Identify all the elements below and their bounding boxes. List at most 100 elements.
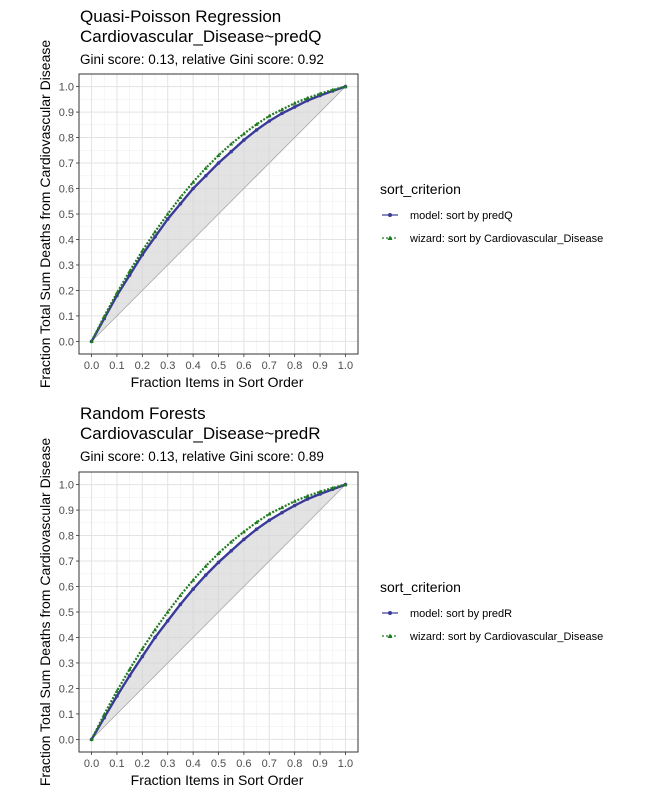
y-tick-label: 0.9 — [59, 505, 74, 517]
x-tick-label: 0.1 — [109, 360, 124, 372]
plot-area: 0.0 0.1 0.2 0.3 0.4 0.5 0.6 0.7 0.8 0.9 1.0 0.0 0.1 0… — [59, 73, 359, 372]
data-point — [114, 688, 119, 693]
x-tick-label: 0.0 — [84, 360, 99, 372]
legend-label-model: model: sort by predQ — [410, 210, 513, 222]
y-tick-label: 0.9 — [59, 107, 74, 119]
legend-label-wizard: wizard: sort by Cardiovascular_Disease — [409, 233, 603, 245]
data-point — [178, 602, 183, 607]
y-tick-label: 0.3 — [59, 658, 74, 670]
data-point — [318, 489, 323, 494]
legend-label-model: model: sort by predR — [410, 608, 512, 620]
chart-title-formula: Cardiovascular_Disease~predR — [80, 424, 320, 443]
x-tick-label: 0.8 — [287, 360, 302, 372]
data-point — [241, 529, 246, 534]
x-tick-label: 1.0 — [338, 360, 353, 372]
y-tick-label: 1.0 — [59, 480, 74, 492]
wizard-series-line — [90, 85, 346, 342]
y-tick-label: 0.6 — [59, 184, 74, 196]
data-point — [115, 694, 119, 698]
y-tick-label: 0.0 — [59, 336, 74, 348]
data-point — [267, 518, 272, 523]
data-point — [153, 635, 157, 640]
data-point — [229, 539, 234, 544]
data-point — [292, 105, 297, 109]
data-point — [292, 498, 297, 503]
x-tick-label: 0.3 — [160, 360, 175, 372]
plot-border — [78, 471, 359, 753]
y-tick-label: 1.0 — [59, 82, 74, 94]
chart-title: Random Forests — [80, 404, 206, 423]
x-tick-label: 0.4 — [185, 360, 200, 372]
data-point — [267, 511, 272, 516]
y-tick-label: 0.7 — [59, 158, 74, 170]
data-point — [140, 248, 145, 253]
x-tick-label: 0.9 — [312, 360, 327, 372]
diagonal-reference-line — [91, 484, 346, 740]
y-tick-label: 0.4 — [59, 632, 74, 644]
data-point — [229, 549, 233, 553]
y-tick-label: 0.2 — [59, 285, 74, 297]
data-point — [127, 273, 132, 277]
chart-panel-random-forests: Random Forests Cardiovascular_Disease~pr… — [37, 404, 603, 788]
data-point — [191, 179, 196, 184]
data-point — [254, 122, 259, 126]
data-point — [165, 211, 170, 216]
data-point — [153, 627, 158, 632]
data-point — [102, 712, 107, 717]
data-point — [280, 111, 284, 116]
legend-key-wizard — [382, 633, 398, 638]
data-point — [279, 505, 284, 510]
x-tick-label: 0.7 — [262, 758, 277, 770]
y-axis-label: Fraction Total Sum Deaths from Cardiovas… — [37, 40, 53, 389]
data-point — [292, 503, 297, 508]
x-tick-label: 0.7 — [262, 360, 277, 372]
y-tick-label: 0.5 — [59, 209, 74, 221]
data-point — [343, 482, 348, 487]
y-tick-label: 0.3 — [59, 260, 74, 272]
diagonal-reference-line — [91, 86, 346, 342]
data-point — [267, 119, 272, 123]
data-point — [178, 202, 183, 206]
data-point — [165, 619, 170, 623]
data-point — [280, 510, 284, 515]
x-tick-label: 0.2 — [135, 360, 150, 372]
chart-title-formula: Cardiovascular_Disease~predQ — [80, 27, 321, 46]
data-point — [204, 573, 208, 577]
x-tick-label: 0.5 — [211, 360, 226, 372]
data-point — [305, 95, 310, 100]
y-tick-label: 0.1 — [59, 709, 74, 721]
chart-subtitle: Gini score: 0.13, relative Gini score: 0… — [80, 449, 324, 464]
data-point — [267, 113, 272, 118]
data-point — [178, 195, 183, 200]
data-point — [153, 235, 157, 239]
y-tick-label: 0.8 — [59, 133, 74, 145]
chart-panel-quasi-poisson: Quasi-Poisson Regression Cardiovascular_… — [37, 7, 603, 390]
data-point — [254, 527, 259, 531]
y-tick-label: 0.5 — [59, 607, 74, 619]
legend-label-wizard: wizard: sort by Cardiovascular_Disease — [409, 631, 603, 643]
legend-key-model — [382, 611, 398, 615]
x-axis-label: Fraction Items in Sort Order — [131, 374, 304, 390]
data-point — [216, 161, 221, 165]
data-point — [305, 98, 310, 103]
data-point — [229, 141, 234, 146]
data-point — [204, 173, 208, 178]
x-tick-label: 0.8 — [287, 758, 302, 770]
x-tick-label: 0.5 — [211, 758, 226, 770]
y-tick-label: 0.1 — [59, 311, 74, 323]
y-tick-label: 0.7 — [59, 556, 74, 568]
data-point — [292, 100, 297, 105]
chart-title: Quasi-Poisson Regression — [80, 7, 281, 26]
data-point — [127, 269, 132, 273]
x-tick-label: 1.0 — [338, 758, 353, 770]
wizard-series-line — [90, 483, 346, 740]
data-point — [242, 537, 246, 542]
plot-area: 0.0 0.1 0.2 0.3 0.4 0.5 0.6 0.7 0.8 0.9 1.0 0.0 0.1 0… — [59, 471, 359, 770]
data-point — [216, 560, 221, 565]
data-point — [330, 485, 335, 490]
data-point — [229, 149, 233, 154]
legend-title: sort_criterion — [380, 579, 461, 595]
x-axis-label: Fraction Items in Sort Order — [131, 772, 304, 788]
data-point — [343, 84, 348, 89]
